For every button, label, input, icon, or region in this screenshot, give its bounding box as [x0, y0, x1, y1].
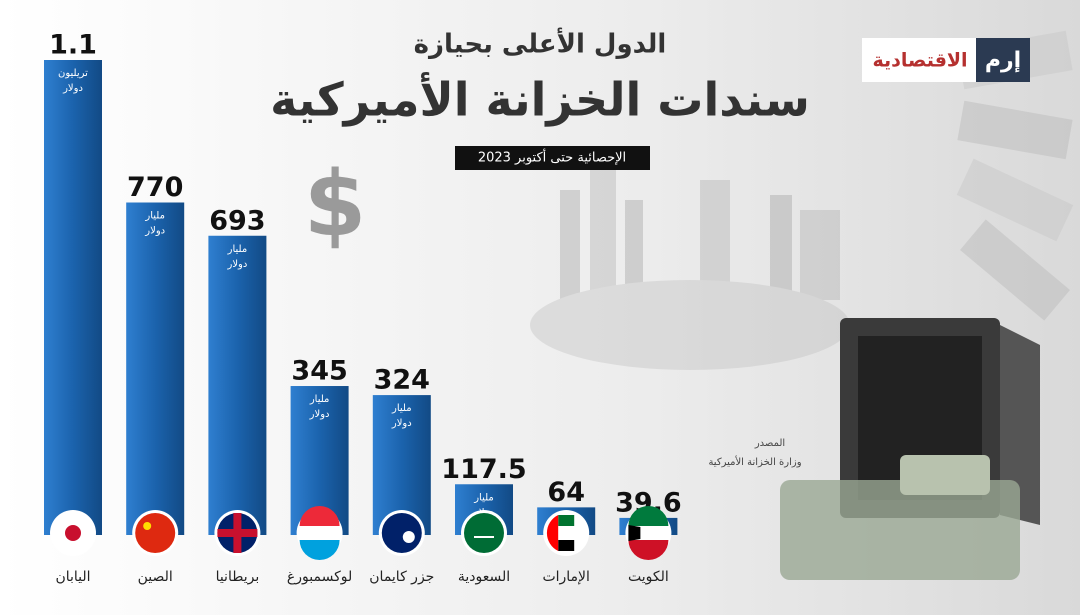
flag-part	[299, 506, 340, 526]
flag-part	[402, 531, 415, 543]
unit-label: مليار	[227, 244, 248, 255]
flag-part	[558, 515, 575, 526]
flag-part	[628, 506, 669, 526]
flag-part	[299, 540, 340, 560]
x-tick-label: اليابان	[55, 569, 90, 585]
x-tick-label: الصين	[138, 569, 173, 585]
bar	[126, 202, 185, 535]
flag-part	[628, 540, 669, 560]
x-tick-label: جزر كايمان	[369, 569, 434, 585]
unit-label: دولار	[309, 409, 330, 420]
decoration	[530, 170, 850, 370]
chart-title: سندات الخزانة الأميركية	[270, 72, 810, 127]
flag-part	[474, 536, 494, 538]
unit-label: دولار	[226, 259, 247, 270]
flag-part	[65, 525, 81, 541]
flag-icon	[132, 510, 179, 556]
value-label: 64	[547, 477, 585, 508]
logo-name: الاقتصادية	[872, 50, 967, 72]
x-tick-label: الكويت	[628, 569, 669, 585]
flag-part	[628, 525, 641, 541]
flag-icon	[296, 506, 343, 560]
flag-part	[546, 515, 559, 551]
value-label: 324	[374, 365, 430, 396]
unit-label: دولار	[391, 418, 412, 429]
flag-part	[558, 540, 575, 551]
flag-icon	[378, 510, 425, 556]
unit-label: مليار	[144, 211, 165, 222]
unit-label: تريليون	[58, 68, 88, 79]
value-label: 1.1	[49, 30, 97, 61]
unit-label: مليار	[391, 403, 412, 414]
unit-label: دولار	[62, 83, 83, 94]
flag	[381, 513, 422, 553]
x-tick-label: بريطانيا	[216, 569, 260, 585]
flag	[464, 513, 504, 553]
pretitle: الدول الأعلى بحيازة	[414, 28, 667, 60]
x-tick-label: لوكسمبورغ	[287, 569, 352, 585]
flag-icon	[625, 506, 672, 560]
x-tick-label: الإمارات	[542, 569, 589, 585]
flag-icon	[543, 510, 590, 556]
safe-illustration	[780, 318, 1040, 580]
dollar-icon: $	[304, 152, 367, 257]
logo-mark: إرم	[985, 48, 1021, 73]
x-tick-label: السعودية	[458, 569, 510, 585]
subtitle: الإحصائية حتى أكتوبر 2023	[478, 149, 626, 166]
subtitle-box	[455, 146, 650, 170]
unit-label: مليار	[473, 492, 494, 503]
logo-mark-box	[976, 38, 1030, 82]
unit-label: دولار	[144, 226, 165, 237]
value-label: 693	[209, 205, 265, 236]
flag-icon	[461, 510, 507, 556]
value-label: 770	[127, 172, 183, 203]
source-text: وزارة الخزانة الأميركية	[708, 455, 801, 468]
flag-icon	[50, 510, 96, 556]
bar	[44, 60, 102, 535]
bar	[208, 235, 267, 535]
value-label: 345	[291, 356, 347, 387]
value-label: 117.5	[441, 454, 526, 485]
flag-part	[143, 522, 152, 530]
flag-part	[233, 513, 242, 553]
flag-icon	[214, 510, 261, 556]
source-label: المصدر	[754, 438, 785, 449]
flag	[135, 513, 176, 553]
unit-label: مليار	[309, 394, 330, 405]
